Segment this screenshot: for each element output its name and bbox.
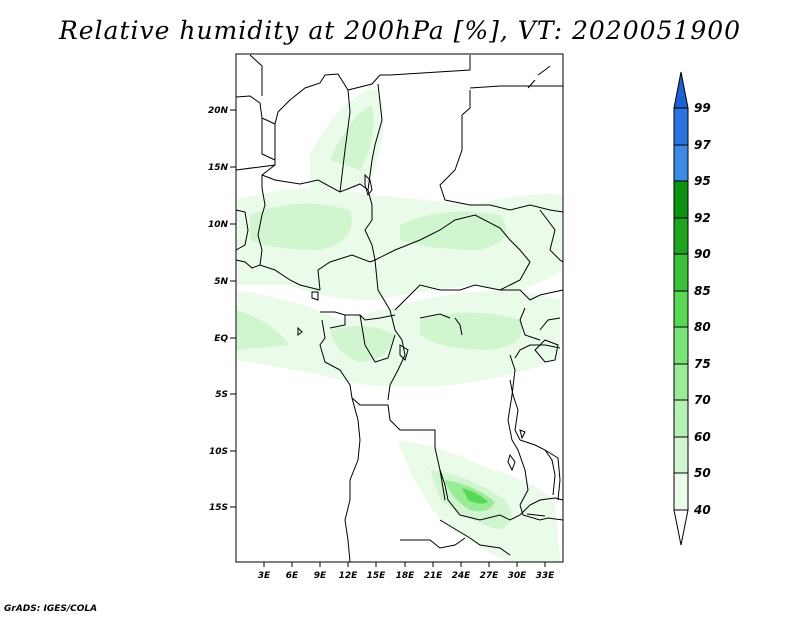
credit-label: GrADS: IGES/COLA <box>4 604 98 614</box>
colorbar-label: 60 <box>694 430 711 444</box>
colorbar-label: 80 <box>694 320 711 334</box>
colorbar-segment <box>673 472 689 511</box>
lon-tick-label: 9E <box>314 571 327 581</box>
colorbar-top-arrow <box>673 71 689 109</box>
colorbar-segment <box>673 180 689 219</box>
lat-tick-label: 10N <box>208 220 229 230</box>
colorbar-label: 92 <box>694 211 711 225</box>
coastlines-borders <box>235 54 564 563</box>
colorbar-segment <box>673 436 689 474</box>
colorbar-label: 95 <box>694 174 711 188</box>
colorbar-segment <box>673 290 689 328</box>
lon-tick-label: 6E <box>286 571 299 581</box>
colorbar-segment <box>673 217 689 255</box>
colorbar-segment <box>673 399 689 438</box>
lon-tick-label: 18E <box>396 571 416 581</box>
lon-tick-label: 33E <box>536 571 556 581</box>
colorbar-segment <box>673 363 689 401</box>
lon-tick-label: 12E <box>339 571 359 581</box>
lon-tick-label: 21E <box>424 571 444 581</box>
lon-tick-label: 27E <box>480 571 500 581</box>
lat-tick-label: 15S <box>209 503 228 513</box>
lon-tick-label: 15E <box>367 571 387 581</box>
lat-tick-label: 10S <box>209 447 228 457</box>
lat-tick-label: 5S <box>215 390 228 400</box>
lat-tick-label: 5N <box>214 277 228 287</box>
colorbar-segment <box>673 107 689 146</box>
humidity-shading <box>236 88 563 562</box>
colorbar-label: 75 <box>694 357 711 371</box>
lon-tick-label: 3E <box>258 571 271 581</box>
lat-tick-label: EQ <box>214 334 228 344</box>
colorbar-segment <box>673 144 689 182</box>
colorbar-bottom-arrow <box>673 509 689 546</box>
colorbar-label: 70 <box>694 393 711 407</box>
colorbar-label: 85 <box>694 284 711 298</box>
colorbar-label: 97 <box>694 138 711 152</box>
colorbar-label: 40 <box>693 503 711 517</box>
colorbar: 99 97 95 92 90 85 80 75 70 60 50 40 <box>673 71 711 546</box>
lon-tick-label: 30E <box>508 571 528 581</box>
colorbar-segment <box>673 326 689 365</box>
colorbar-label: 90 <box>694 247 711 261</box>
colorbar-label: 50 <box>694 466 711 480</box>
lat-tick-label: 15N <box>208 163 229 173</box>
colorbar-segment <box>673 253 689 292</box>
longitude-axis: 3E 6E 9E 12E 15E 18E 21E 24E 27E 30E 33E <box>258 562 555 581</box>
lon-tick-label: 24E <box>452 571 472 581</box>
latitude-axis: 20N 15N 10N 5N EQ 5S 10S 15S <box>208 106 236 513</box>
chart-title: Relative humidity at 200hPa [%], VT: 202… <box>58 16 742 45</box>
map-frame <box>235 53 564 563</box>
lat-tick-label: 20N <box>208 106 229 116</box>
colorbar-label: 99 <box>694 101 711 115</box>
